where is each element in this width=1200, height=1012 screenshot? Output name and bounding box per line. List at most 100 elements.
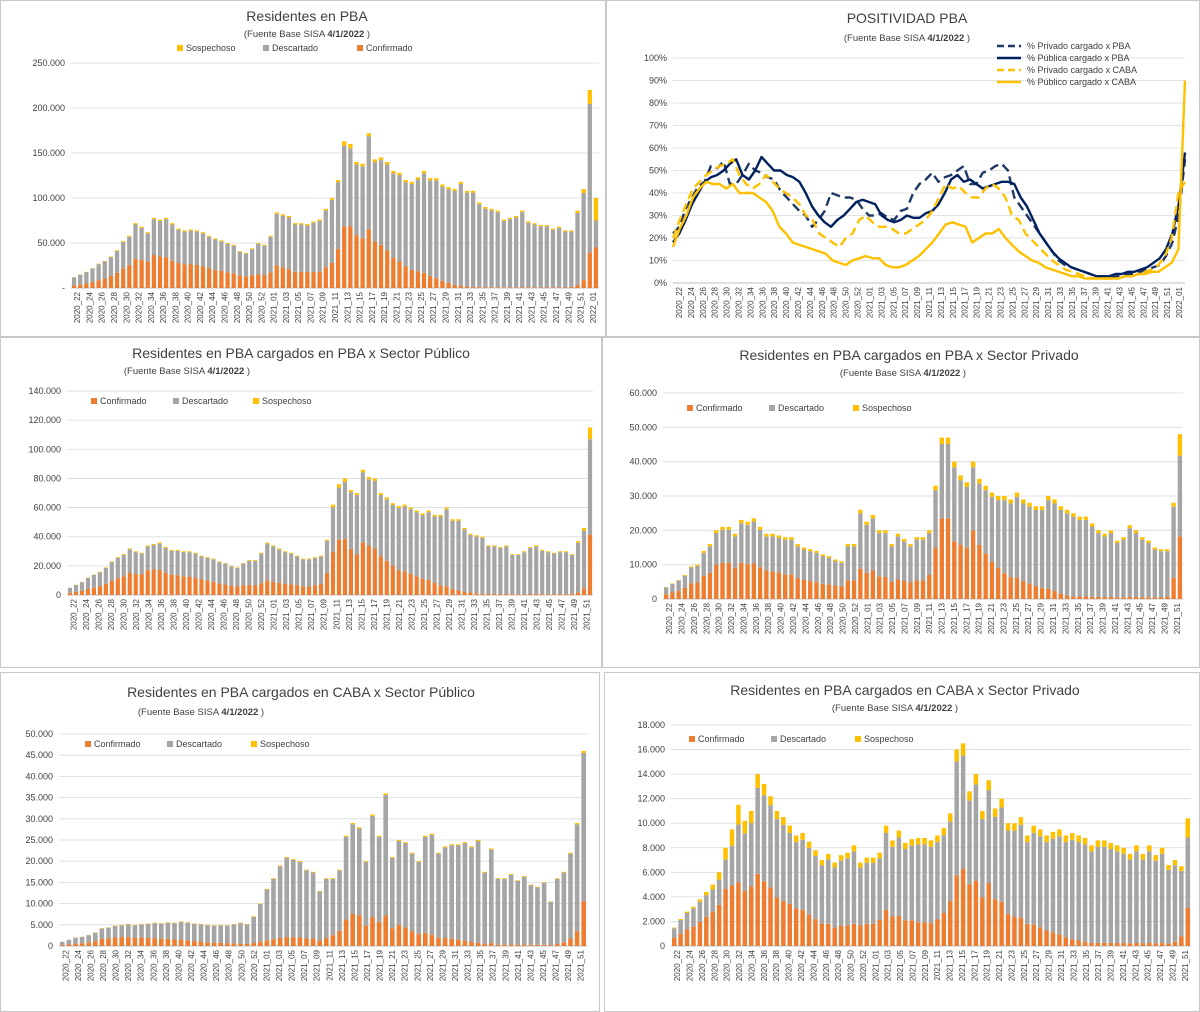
- bar-confirmado: [205, 580, 210, 595]
- bar-descartado: [958, 480, 963, 545]
- bar-confirmado: [920, 580, 926, 599]
- bar-descartado: [526, 222, 531, 288]
- bar-descartado: [768, 805, 773, 888]
- bar-descartado: [739, 523, 744, 563]
- bar-confirmado: [456, 590, 461, 595]
- bar-descartado: [112, 926, 118, 938]
- bar-confirmado: [426, 579, 431, 595]
- bar-sospechoso: [440, 184, 445, 187]
- bar-confirmado: [163, 572, 168, 595]
- bar-confirmado: [1172, 941, 1178, 946]
- bar-confirmado: [1108, 942, 1113, 946]
- x-tick-label: 2021_45: [1127, 286, 1136, 318]
- bar-confirmado: [354, 235, 359, 288]
- bar-confirmado: [489, 287, 494, 288]
- bar-confirmado: [360, 238, 365, 288]
- bar-sospechoso: [188, 229, 193, 231]
- x-tick-label: 2021_29: [1037, 602, 1046, 634]
- bar-sospechoso: [217, 561, 222, 563]
- x-tick-label: 2020_34: [739, 602, 748, 634]
- x-tick-label: 2021_51: [577, 291, 586, 323]
- bar-descartado: [663, 587, 669, 595]
- bar-descartado: [91, 575, 96, 588]
- x-tick-label: 2021_47: [1139, 286, 1148, 318]
- legend-swatch-confirmado: [91, 398, 97, 404]
- bar-descartado: [330, 507, 336, 552]
- x-tick-label: 2021_07: [300, 949, 309, 981]
- bar-sospechoso: [1082, 837, 1088, 845]
- bar-sospechoso: [513, 216, 519, 218]
- bar-confirmado: [508, 944, 514, 946]
- x-tick-label: 2020_24: [82, 598, 91, 630]
- x-tick-label: 2020_24: [85, 291, 94, 323]
- bar-sospechoso: [556, 226, 562, 229]
- bar-sospechoso: [575, 541, 581, 543]
- bar-sospechoso: [568, 852, 573, 854]
- bar-confirmado: [317, 271, 322, 288]
- bar-descartado: [1005, 830, 1011, 915]
- bar-confirmado: [112, 937, 118, 946]
- bar-descartado: [354, 164, 359, 236]
- bar-descartado: [163, 547, 168, 573]
- bar-confirmado: [663, 594, 669, 599]
- bar-sospechoso: [213, 238, 218, 240]
- bar-descartado: [422, 836, 428, 933]
- bar-descartado: [259, 553, 264, 584]
- bar-descartado: [989, 496, 995, 562]
- y-tick-label: 100.000: [28, 444, 61, 454]
- bar-sospechoso: [127, 235, 132, 237]
- bar-descartado: [552, 553, 557, 595]
- bar-confirmado: [458, 285, 464, 288]
- bar-descartado: [264, 889, 270, 941]
- x-tick-label: 2020_42: [797, 949, 806, 981]
- bar-confirmado: [193, 577, 198, 595]
- bar-confirmado: [908, 582, 913, 599]
- bar-confirmado: [1108, 596, 1114, 599]
- bar-descartado: [434, 180, 439, 279]
- x-tick-label: 2020_28: [710, 949, 719, 981]
- bar-descartado: [1115, 542, 1120, 598]
- bar-descartado: [495, 212, 500, 288]
- bar-sospechoso: [845, 852, 850, 859]
- bar-confirmado: [851, 580, 857, 599]
- bar-descartado: [895, 536, 901, 580]
- bar-confirmado: [231, 273, 236, 288]
- bar-descartado: [205, 925, 210, 943]
- bar-descartado: [544, 226, 549, 288]
- bar-sospechoso: [508, 873, 514, 875]
- bar-descartado: [468, 535, 473, 593]
- bar-confirmado: [768, 887, 773, 946]
- bar-confirmado: [1121, 943, 1126, 946]
- x-tick-label: 2020_40: [184, 291, 193, 323]
- bar-confirmado: [211, 581, 216, 595]
- bar-descartado: [1044, 842, 1049, 931]
- bar-confirmado: [429, 934, 435, 946]
- bar-descartado: [935, 842, 940, 920]
- bar-descartado: [999, 807, 1004, 902]
- bar-descartado: [199, 556, 204, 580]
- bar-confirmado: [114, 272, 120, 288]
- x-tick-label: 2021_17: [970, 949, 979, 981]
- bar-descartado: [175, 550, 180, 576]
- x-tick-label: 2021_31: [458, 598, 467, 630]
- x-tick-label: 2020_34: [137, 949, 146, 981]
- bar-sospechoso: [449, 844, 455, 846]
- bar-sospechoso: [507, 217, 513, 220]
- bar-sospechoso: [1014, 492, 1020, 497]
- bar-confirmado: [742, 890, 748, 946]
- x-tick-label: 2020_52: [859, 949, 868, 981]
- bar-descartado: [520, 212, 525, 288]
- bar-sospechoso: [1018, 817, 1024, 825]
- bar-descartado: [151, 545, 156, 570]
- bar-sospechoso: [701, 550, 706, 553]
- bar-descartado: [170, 224, 175, 261]
- bar-sospechoso: [477, 202, 482, 205]
- x-tick-label: 2020_50: [839, 602, 848, 634]
- bar-descartado: [299, 224, 304, 272]
- bar-confirmado: [1127, 943, 1133, 946]
- x-tick-label: 2021_11: [925, 602, 934, 633]
- bar-sospechoso: [1037, 829, 1043, 837]
- bar-confirmado: [218, 942, 224, 946]
- bar-sospechoso: [813, 850, 818, 856]
- bar-sospechoso: [323, 878, 329, 879]
